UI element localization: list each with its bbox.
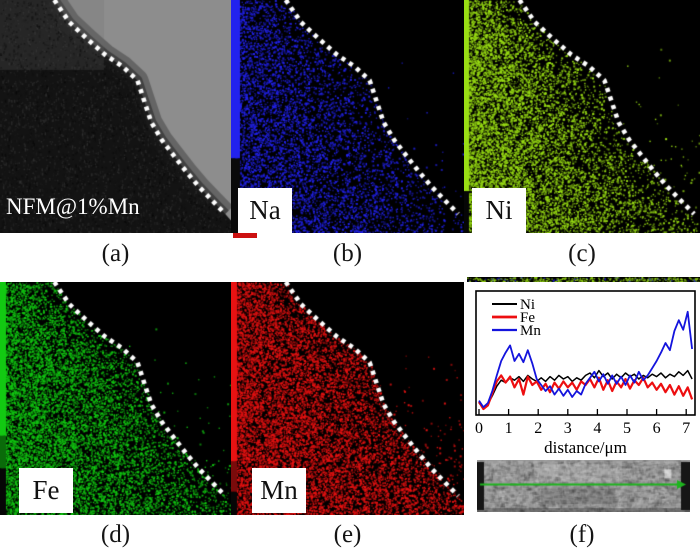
panel-a-tem-image: NFM@1%Mn [0,0,231,233]
series-mn [478,310,693,409]
panel-e-mn-map: Mn [231,282,464,515]
caption-c: (c) [568,240,596,267]
map-sliver-strip [467,277,700,282]
tem-image-canvas [0,0,231,233]
panel-d-fe-map: Fe [0,282,231,515]
x-tick-label: 1 [505,420,513,437]
x-tick-label: 5 [623,420,631,437]
series-ni [478,369,693,409]
element-label-mn: Mn [252,468,306,513]
caption-b: (b) [332,240,363,267]
x-tick-label: 7 [682,420,690,437]
x-tick-label: 0 [475,420,483,437]
legend-label-fe: Fe [520,310,535,326]
panel-c-ni-map: Ni [464,0,700,233]
panel-b-na-map: Na [231,0,464,233]
caption-d: (d) [100,521,131,548]
caption-a: (a) [101,240,130,267]
legend-label-ni: Ni [520,297,535,313]
x-axis-label: distance/μm [544,438,627,457]
x-tick-label: 3 [564,420,572,437]
map-edge-artifact [233,233,257,238]
element-label-fe: Fe [19,468,73,513]
sem-strip-image [477,460,690,512]
x-tick-label: 6 [653,420,661,437]
caption-e: (e) [333,521,362,548]
x-tick-label: 2 [534,420,542,437]
caption-f: (f) [569,521,595,548]
plot-box [475,290,696,416]
sample-label: NFM@1%Mn [6,194,140,219]
x-tick-label: 4 [593,420,601,437]
element-label-ni: Ni [472,188,526,233]
element-label-na: Na [238,188,292,233]
legend-label-mn: Mn [520,323,541,339]
